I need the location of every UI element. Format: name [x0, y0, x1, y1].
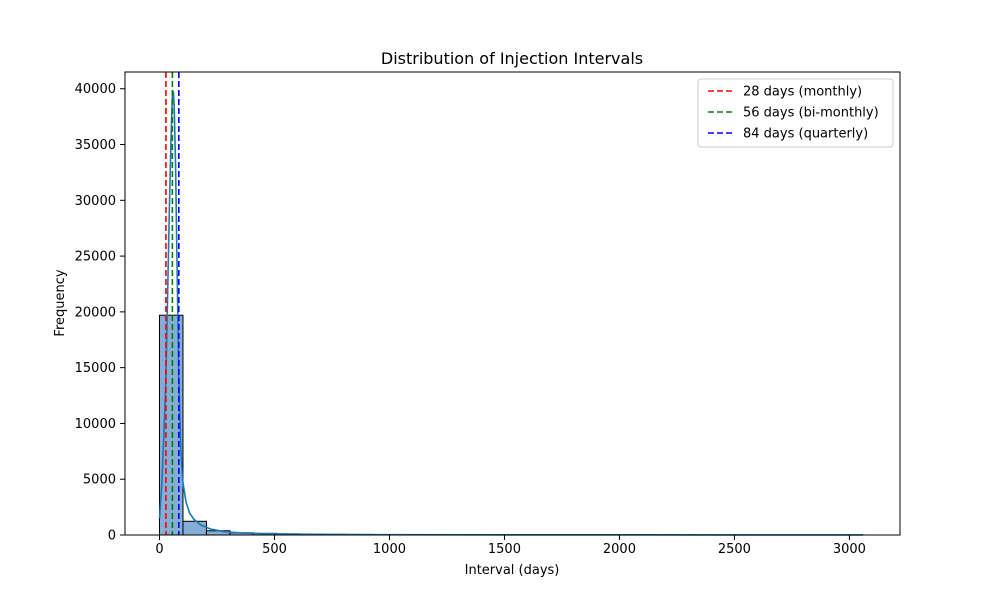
y-tick-label: 40000: [75, 82, 116, 97]
y-axis-label: Frequency: [53, 269, 68, 336]
x-tick-label: 2000: [603, 542, 636, 557]
legend: 28 days (monthly) 56 days (bi-monthly) 84 …: [697, 78, 894, 148]
reference-lines: [165, 72, 180, 535]
y-tick-label: 0: [108, 529, 116, 544]
x-tick-label: 0: [155, 542, 163, 557]
x-tick-label: 500: [262, 542, 287, 557]
y-tick-label: 30000: [75, 194, 116, 209]
kde-line: [158, 90, 864, 536]
histogram-bar: [182, 520, 207, 536]
x-tick-label: 2500: [718, 542, 751, 557]
legend-entry: 56 days (bi-monthly): [743, 106, 879, 121]
x-axis: 0 500 1000 1500 2000 2500 3000: [155, 535, 866, 557]
plot-frame: [124, 71, 901, 536]
y-tick-label: 20000: [75, 305, 116, 320]
histogram-bars: [158, 314, 865, 536]
x-tick-label: 1000: [373, 542, 406, 557]
kde-layer: [158, 90, 864, 536]
legend-entry: 84 days (quarterly): [743, 127, 868, 142]
legend-box: [697, 78, 894, 148]
y-tick-label: 15000: [75, 361, 116, 376]
y-tick-label: 25000: [75, 250, 116, 265]
x-axis-label: Interval (days): [465, 563, 560, 578]
legend-entry: 28 days (monthly): [743, 85, 862, 100]
x-tick-label: 1500: [488, 542, 521, 557]
chart-title: Distribution of Injection Intervals: [381, 49, 643, 68]
y-axis: 0 5000 10000 15000 20000 25000 30000 35000 40000: [75, 82, 125, 544]
y-tick-label: 10000: [75, 417, 116, 432]
x-tick-label: 3000: [833, 542, 866, 557]
y-tick-label: 5000: [83, 473, 116, 488]
y-tick-label: 35000: [75, 138, 116, 153]
